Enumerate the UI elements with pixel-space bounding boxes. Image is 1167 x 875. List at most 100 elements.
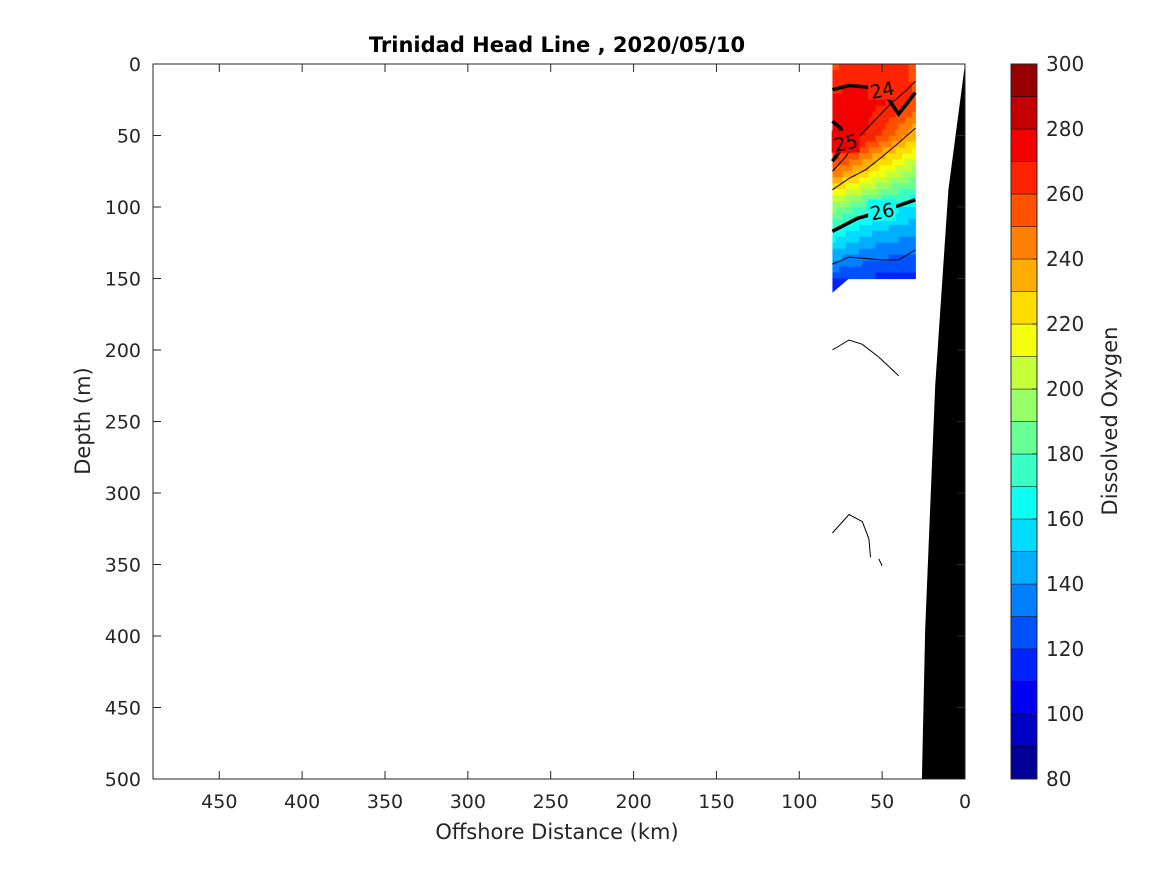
- heat-cell: [911, 183, 916, 190]
- heat-cell: [842, 177, 847, 184]
- heat-cell: [905, 242, 910, 250]
- heat-cell: [892, 236, 896, 244]
- heat-cell: [898, 129, 903, 137]
- heat-cell: [872, 230, 877, 238]
- heat-cell: [872, 153, 877, 160]
- heat-cell: [902, 218, 906, 226]
- heat-cell: [862, 218, 867, 226]
- density-contour-line: [832, 513, 871, 558]
- heat-cell: [845, 212, 850, 220]
- heat-cell: [839, 171, 843, 178]
- heat-cell: [865, 111, 870, 119]
- heat-cell: [892, 165, 896, 172]
- heat-cell: [839, 207, 843, 214]
- heat-cell: [882, 230, 887, 238]
- heat-cell: [902, 230, 906, 238]
- heat-cell: [868, 272, 873, 280]
- heat-cell: [911, 177, 916, 184]
- heat-cell: [832, 75, 837, 83]
- heat-cell: [888, 224, 893, 232]
- heat-cell: [902, 75, 906, 83]
- heat-cell: [855, 183, 860, 190]
- heat-cell: [845, 117, 850, 125]
- heat-cell: [908, 230, 913, 238]
- heat-cell: [858, 183, 863, 190]
- heat-cell: [845, 201, 850, 208]
- heat-cell: [911, 105, 916, 113]
- heat-cell: [911, 212, 916, 220]
- heat-cell: [865, 189, 870, 196]
- heat-cell: [858, 93, 863, 101]
- heat-cell: [839, 201, 843, 208]
- heat-cell: [852, 64, 857, 71]
- heat-cell: [898, 99, 903, 107]
- heat-cell: [868, 242, 873, 250]
- heat-cell: [905, 111, 910, 119]
- heat-cell: [911, 159, 916, 166]
- heat-cell: [862, 99, 867, 107]
- colorbar-swatch: [1010, 551, 1038, 585]
- heat-cell: [862, 135, 867, 143]
- colorbar-tick-label: 100: [1046, 702, 1084, 726]
- heat-cell: [852, 159, 857, 166]
- heat-cell: [832, 207, 837, 214]
- heat-cell: [898, 207, 903, 214]
- heat-cell: [902, 183, 906, 190]
- heat-cell: [872, 171, 877, 178]
- heat-cell: [898, 272, 903, 280]
- heat-cell: [878, 105, 883, 113]
- heat-cell: [908, 141, 913, 149]
- heat-cell: [902, 165, 906, 172]
- heat-cell: [892, 189, 896, 196]
- heat-cell: [868, 135, 873, 143]
- heat-cell: [875, 69, 880, 77]
- heat-cell: [892, 266, 896, 274]
- colorbar-swatch: [1010, 96, 1038, 130]
- heat-cell: [872, 64, 877, 71]
- heat-cell: [892, 69, 896, 77]
- heat-cell: [832, 99, 837, 107]
- colorbar-swatch: [1010, 161, 1038, 195]
- heat-cell: [832, 93, 837, 101]
- heat-cell: [858, 129, 863, 137]
- heat-cell: [865, 195, 870, 202]
- heat-cell: [872, 135, 877, 143]
- heat-cell: [888, 254, 893, 262]
- heat-cell: [882, 260, 887, 268]
- heat-cell: [858, 123, 863, 131]
- heat-cell: [865, 260, 870, 268]
- heat-cell: [905, 165, 910, 172]
- heat-cell: [835, 93, 840, 101]
- heat-cell: [845, 159, 850, 166]
- heat-cell: [872, 147, 877, 154]
- heat-cell: [842, 224, 847, 232]
- heat-cell: [898, 87, 903, 95]
- heat-cell: [878, 272, 883, 280]
- heat-cell: [862, 75, 867, 83]
- heat-cell: [845, 230, 850, 238]
- heat-cell: [852, 201, 857, 208]
- heat-cell: [908, 75, 913, 83]
- heat-cell: [832, 69, 837, 77]
- heat-cell: [865, 99, 870, 107]
- heat-cell: [875, 195, 880, 202]
- heat-cell: [908, 183, 913, 190]
- heat-cell: [885, 135, 890, 143]
- heat-cell: [908, 254, 913, 262]
- heat-cell: [888, 230, 893, 238]
- heat-cell: [862, 272, 867, 280]
- heat-cell: [872, 111, 877, 119]
- colorbar-swatch: [1010, 648, 1038, 682]
- heat-cell: [908, 64, 913, 71]
- heat-cell: [905, 81, 910, 89]
- heat-cell: [852, 189, 857, 196]
- colorbar-swatch: [1010, 421, 1038, 455]
- heat-cell: [852, 99, 857, 107]
- colorbar-swatch: [1010, 616, 1038, 650]
- heat-cell: [862, 248, 867, 256]
- heat-cell: [875, 260, 880, 268]
- heat-cell: [878, 266, 883, 274]
- heat-cell: [842, 254, 847, 262]
- heat-cell: [842, 171, 847, 178]
